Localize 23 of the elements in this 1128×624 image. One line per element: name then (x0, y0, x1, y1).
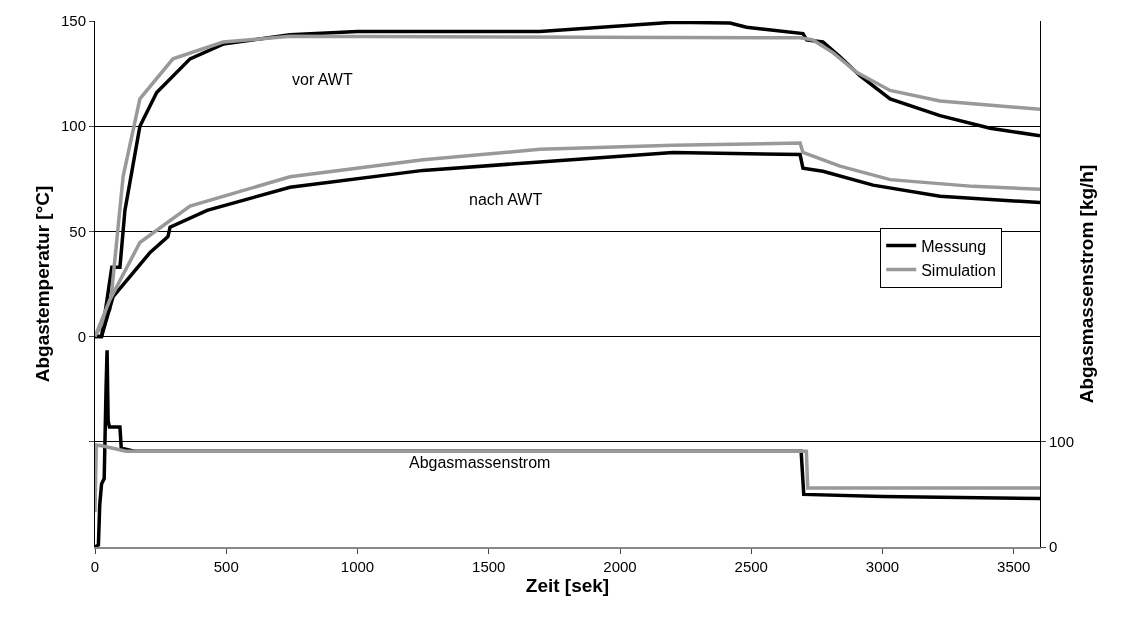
annotation: nach AWT (469, 191, 543, 208)
y-tick-label: 50 (69, 222, 86, 240)
y-tick-label: 100 (60, 117, 86, 135)
x-tick-label: 0 (90, 558, 100, 575)
y2-tick-label: 0 (1049, 538, 1058, 556)
x-tick-label: 2500 (734, 558, 768, 575)
x-axis-title: Zeit [sek] (525, 575, 610, 596)
x-tick-label: 500 (213, 558, 239, 575)
x-tick-label: 1500 (472, 558, 506, 575)
y2-axis-title: Abgasmassenstrom [kg/h] (1075, 164, 1097, 404)
y-axis-title: Abgastemperatur [°C] (31, 185, 53, 383)
x-tick-label: 3000 (865, 558, 900, 575)
x-tick-label: 1000 (340, 558, 375, 575)
annotation: vor AWT (292, 71, 353, 88)
y2-tick-label: 100 (1049, 433, 1075, 451)
annotation: Abgasmassenstrom (409, 454, 551, 471)
x-tick-label: 2000 (603, 558, 637, 575)
legend-label: Simulation (921, 261, 996, 279)
line-series (95, 443, 1040, 515)
legend-label: Messung (921, 237, 987, 255)
y-tick-label: 0 (77, 327, 86, 345)
x-tick-label: 3500 (997, 558, 1031, 575)
y-tick-label: 150 (60, 12, 86, 30)
